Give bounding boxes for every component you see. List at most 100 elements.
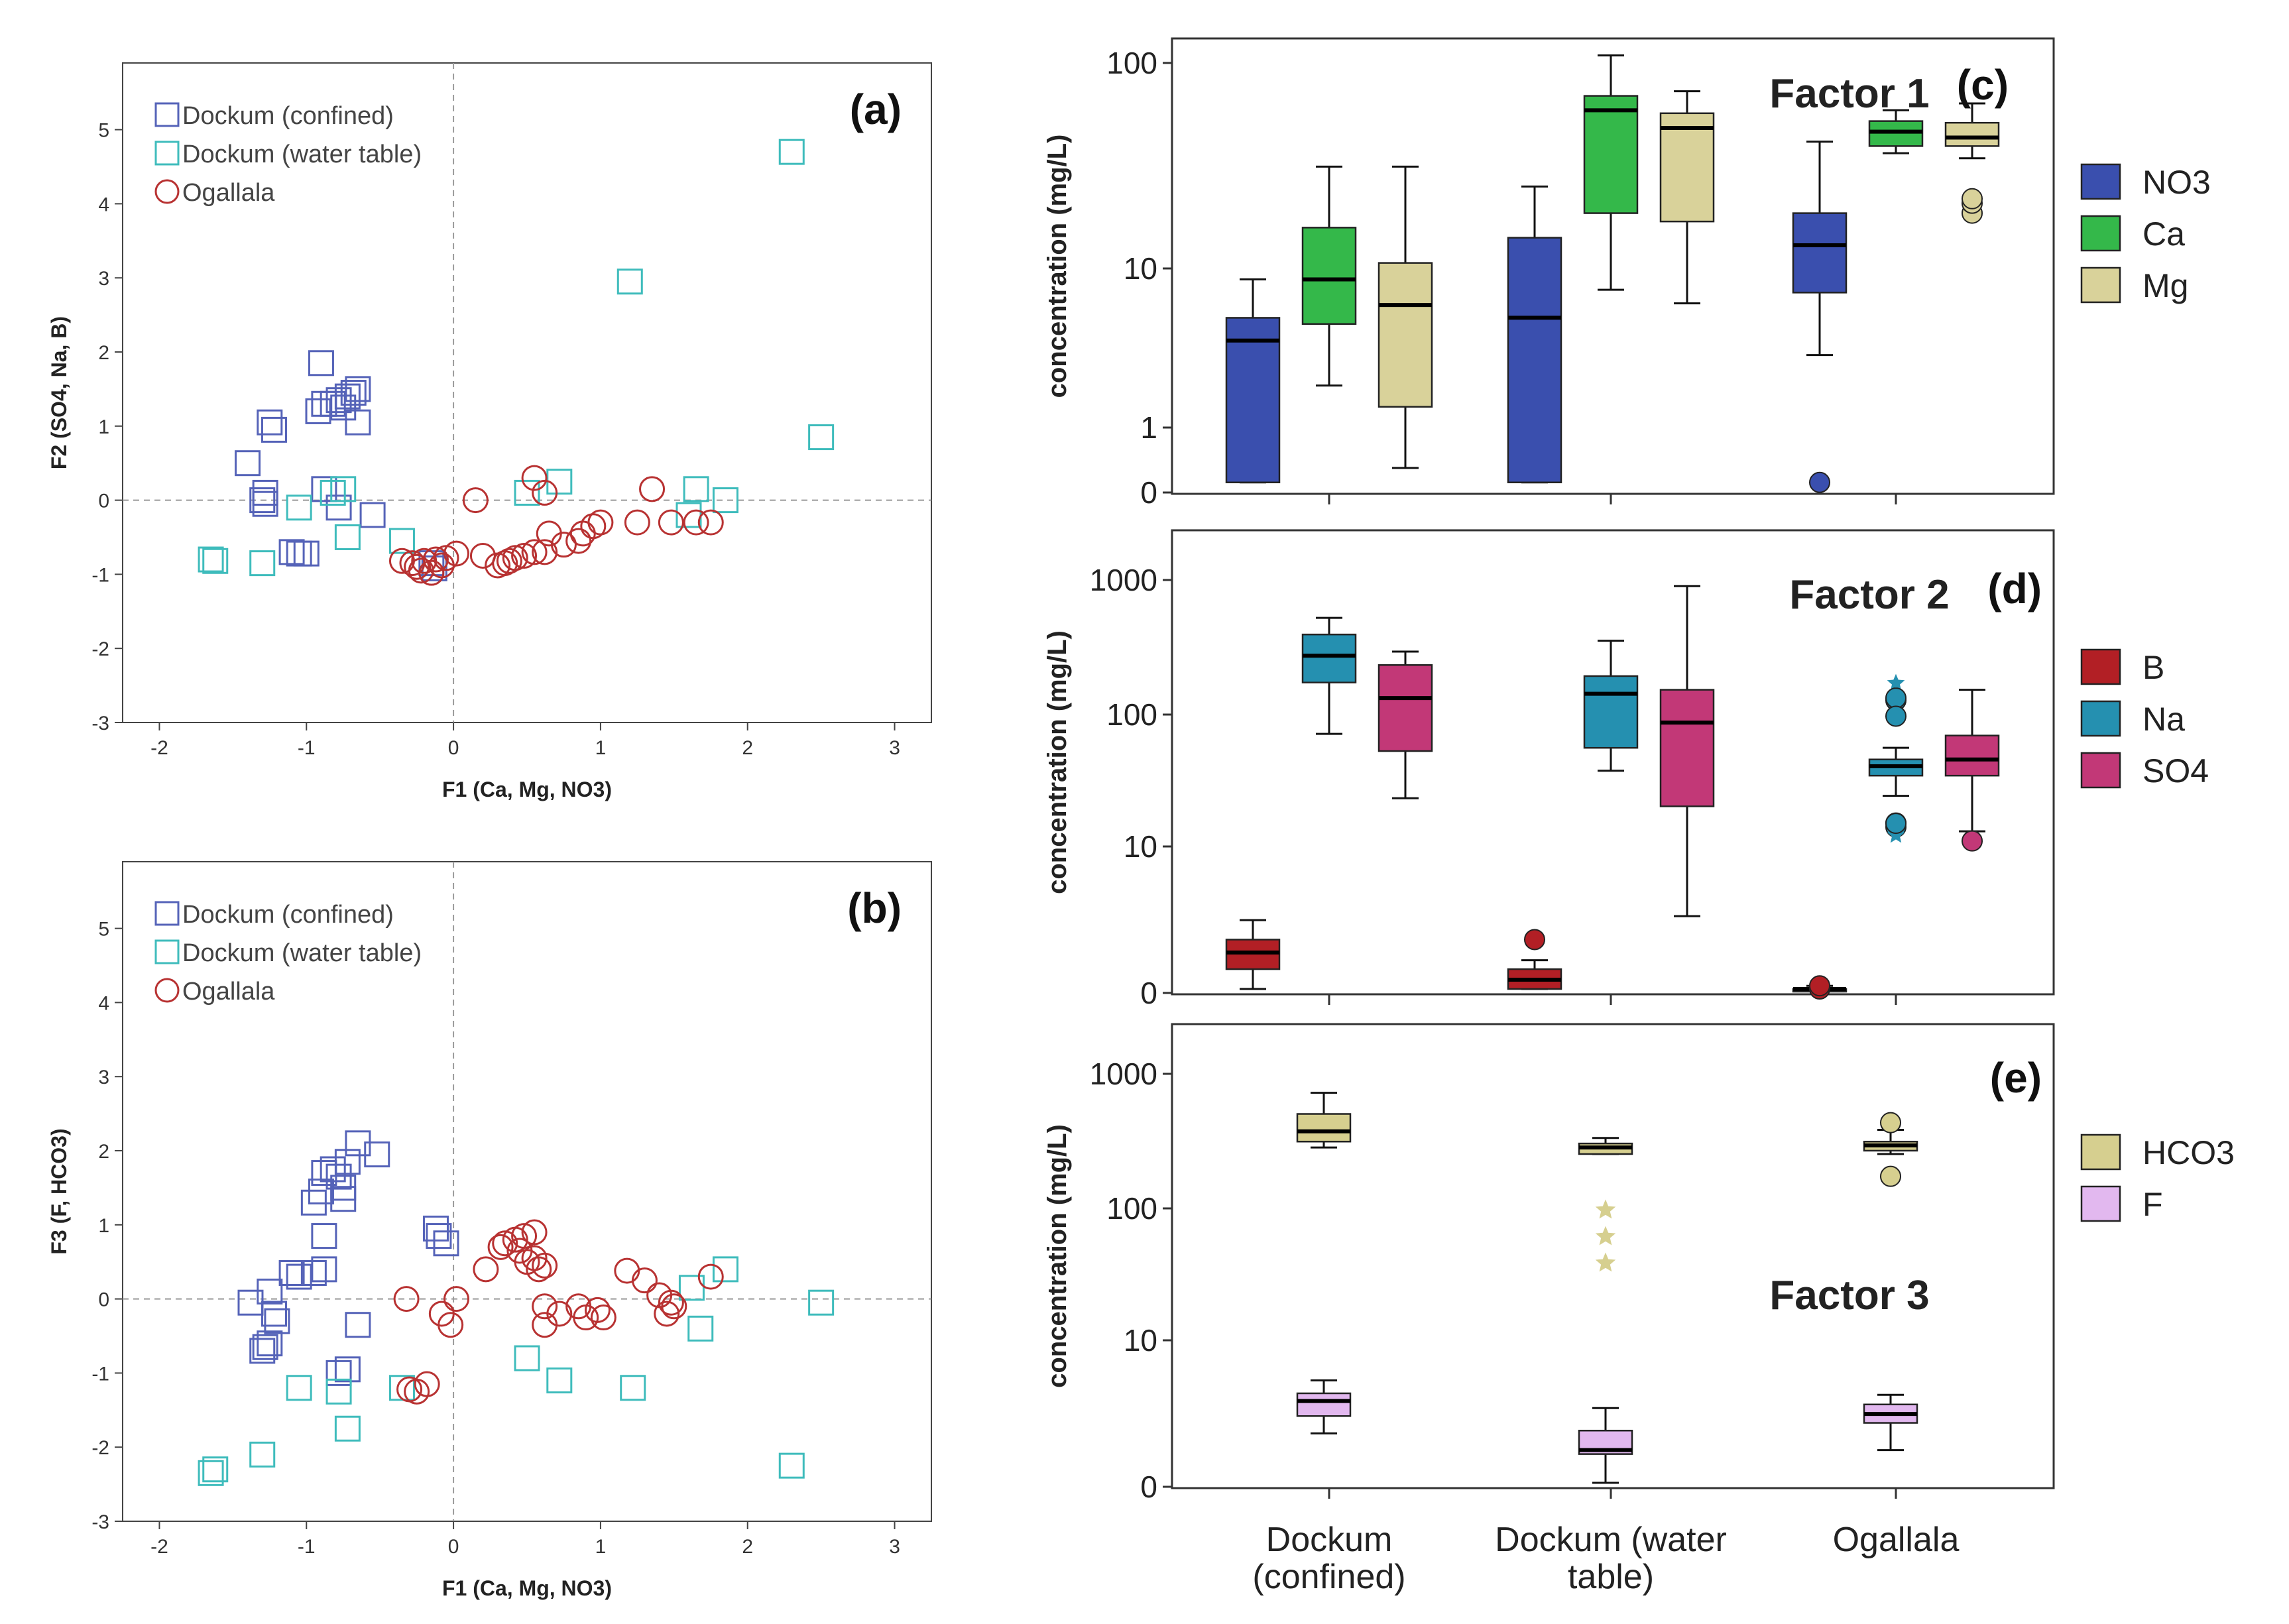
factor-title: Factor 2 bbox=[1789, 572, 1949, 618]
data-point bbox=[631, 1267, 658, 1294]
y-tick-label: -3 bbox=[91, 713, 109, 734]
y-tick-label: -2 bbox=[91, 1437, 109, 1459]
x-tick-label: -1 bbox=[298, 737, 316, 759]
data-point bbox=[496, 548, 522, 574]
box-mg-1 bbox=[1659, 90, 1715, 305]
data-point bbox=[532, 539, 558, 565]
box-f-1 bbox=[1578, 1407, 1633, 1484]
y-tick-label: 100 bbox=[1106, 697, 1157, 732]
data-point bbox=[473, 1256, 499, 1283]
iqr-box bbox=[1507, 237, 1562, 484]
box-panel-d: 0 10 100 1000 concentration (mg/L) Factor 2 (d… bbox=[1043, 529, 2209, 1010]
data-point bbox=[521, 1219, 548, 1246]
y-tick-label: 1000 bbox=[1090, 563, 1157, 597]
data-point bbox=[438, 1312, 464, 1338]
legend-label: F bbox=[2142, 1186, 2163, 1223]
x-axis-label: F1 (Ca, Mg, NO3) bbox=[442, 778, 612, 801]
data-point bbox=[469, 542, 496, 569]
series-mg bbox=[1378, 90, 2000, 469]
legend-label: B bbox=[2142, 649, 2164, 686]
iqr-box bbox=[1378, 262, 1433, 408]
iqr-box bbox=[1944, 121, 2000, 147]
iqr-box bbox=[1583, 675, 1639, 749]
legend-swatch-na bbox=[2080, 700, 2121, 737]
y-tick-label: 4 bbox=[98, 194, 109, 215]
x-tick-label: 3 bbox=[889, 1536, 900, 1558]
box-ca-2 bbox=[1868, 109, 1924, 154]
factor-title: Factor 1 bbox=[1769, 71, 1929, 117]
series-dockum-water-table bbox=[198, 139, 835, 577]
legend-label: Dockum (water table) bbox=[182, 939, 422, 967]
x-tick-label: 0 bbox=[448, 1536, 459, 1558]
legend-marker-square bbox=[154, 939, 180, 964]
x-tick-label: 1 bbox=[595, 737, 607, 759]
data-point bbox=[428, 552, 455, 579]
outlier-point bbox=[1880, 1112, 1901, 1133]
data-point bbox=[364, 1141, 390, 1168]
data-point bbox=[712, 487, 738, 514]
outlier-star bbox=[1887, 826, 1905, 843]
data-point bbox=[683, 476, 709, 502]
data-point bbox=[345, 409, 371, 435]
y-axis-label: F3 (F, HCO3) bbox=[47, 1128, 71, 1254]
legend-swatch-mg bbox=[2080, 266, 2121, 304]
x-axis-label: F1 (Ca, Mg, NO3) bbox=[442, 1576, 612, 1600]
data-point bbox=[286, 494, 312, 521]
y-tick-label: 10 bbox=[1124, 1323, 1157, 1358]
iqr-box bbox=[1225, 317, 1281, 484]
data-point bbox=[624, 509, 650, 536]
data-point bbox=[261, 416, 287, 443]
data-point bbox=[300, 1259, 327, 1286]
data-point bbox=[334, 1356, 361, 1383]
data-point bbox=[550, 532, 577, 558]
outlier-star bbox=[1887, 673, 1905, 691]
data-point bbox=[311, 1160, 337, 1187]
legend-label: Ogallala bbox=[182, 179, 275, 207]
x-tick-label: 2 bbox=[742, 737, 753, 759]
box-na-0 bbox=[1301, 616, 1357, 735]
data-point bbox=[300, 1189, 327, 1216]
x-tick-label: 2 bbox=[742, 1536, 753, 1558]
y-tick-label: 5 bbox=[98, 120, 109, 142]
y-tick-label: -1 bbox=[91, 1363, 109, 1385]
data-point bbox=[532, 1252, 558, 1279]
panel-tag: (d) bbox=[1987, 565, 2042, 612]
box-so4-2 bbox=[1944, 689, 2000, 852]
data-point bbox=[311, 1256, 337, 1283]
y-tick-label: -1 bbox=[91, 564, 109, 586]
data-point bbox=[311, 1223, 337, 1249]
scatter-panel-a: -2 -1 0 1 2 3 -3 -2 -1 0 1 2 3 4 5 F1 (Ca, Mg, NO3) F2 (… bbox=[47, 62, 932, 801]
data-point bbox=[202, 548, 229, 574]
box-mg-2 bbox=[1944, 102, 2000, 224]
panel-tag: (c) bbox=[1957, 61, 2009, 109]
box-na-2 bbox=[1868, 673, 1924, 843]
legend-swatch-b bbox=[2080, 648, 2121, 685]
outlier-point bbox=[1885, 705, 1907, 727]
data-point bbox=[433, 545, 459, 571]
y-axis-label: concentration (mg/L) bbox=[1043, 135, 1072, 398]
iqr-box bbox=[1296, 1392, 1352, 1417]
y-tick-label: -3 bbox=[91, 1511, 109, 1533]
data-point bbox=[683, 509, 709, 536]
data-point bbox=[433, 1230, 459, 1257]
x-tick-label: -1 bbox=[298, 1536, 316, 1558]
series-b bbox=[1225, 919, 1848, 1000]
series-so4 bbox=[1378, 585, 2000, 917]
iqr-box bbox=[1378, 664, 1433, 752]
box-no3-1 bbox=[1507, 185, 1562, 484]
data-point bbox=[616, 268, 643, 295]
series-ca bbox=[1301, 54, 1924, 387]
data-point bbox=[249, 550, 276, 577]
y-tick-label: 1000 bbox=[1090, 1057, 1157, 1091]
data-point bbox=[443, 1286, 470, 1312]
series-f bbox=[1296, 1379, 1918, 1484]
x-tick-label: 0 bbox=[448, 737, 459, 759]
data-point bbox=[697, 1263, 724, 1290]
series-na bbox=[1301, 616, 1924, 843]
data-point bbox=[393, 1286, 420, 1312]
data-point bbox=[521, 465, 548, 491]
series-no3 bbox=[1225, 141, 1848, 493]
legend-marker-square bbox=[154, 141, 180, 166]
